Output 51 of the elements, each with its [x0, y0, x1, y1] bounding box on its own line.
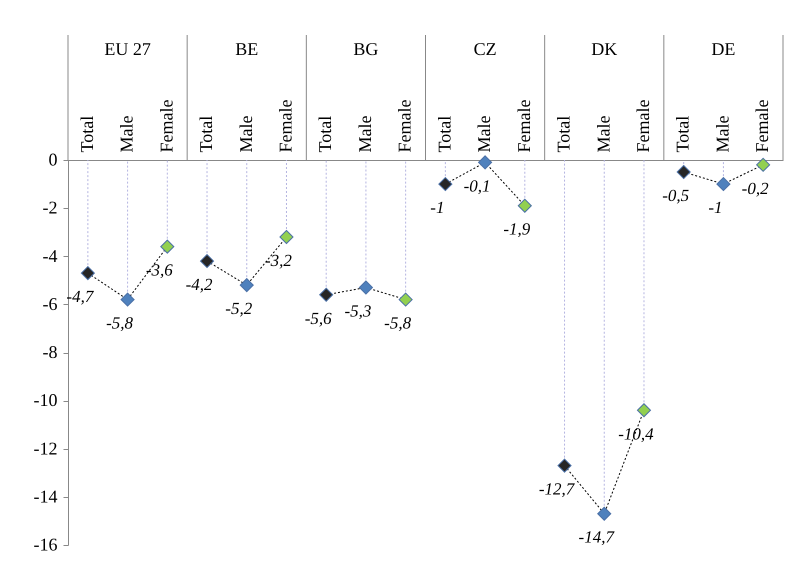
data-label: -14,7 — [578, 528, 616, 547]
x-tick-label: Female — [752, 100, 772, 152]
data-label: -4,2 — [186, 275, 213, 294]
y-tick-label: -14 — [34, 486, 58, 506]
x-tick-label: Female — [394, 100, 415, 152]
y-tick-label: 0 — [48, 150, 58, 170]
text: DK — [591, 39, 618, 59]
x-tick-label: Male — [474, 116, 494, 152]
x-tick-label: Male — [354, 116, 375, 152]
text: CZ — [474, 39, 497, 59]
x-tick-label: Total — [76, 116, 97, 152]
y-tick-label: -6 — [42, 294, 58, 314]
y-tick-label: -8 — [42, 342, 58, 362]
x-tick-label: Total — [434, 116, 454, 152]
text: BE — [235, 39, 258, 59]
data-label: -5,3 — [344, 302, 372, 321]
data-label: -5,6 — [304, 308, 332, 328]
x-tick-label: Female — [632, 100, 653, 152]
data-label: -4,7 — [66, 287, 95, 306]
data-label: -3,2 — [265, 251, 292, 270]
x-tick-label: Male — [593, 116, 614, 152]
text: EU 27 — [104, 39, 151, 59]
x-tick-label: Female — [514, 100, 534, 152]
data-label: -3,6 — [146, 260, 174, 280]
data-label: -0,1 — [464, 176, 491, 196]
x-tick-label: Male — [116, 116, 137, 152]
x-tick-label: Total — [196, 116, 216, 152]
x-tick-label: Male — [236, 116, 256, 152]
data-label: -5,8 — [106, 314, 134, 333]
x-tick-label: Male — [712, 116, 732, 152]
data-label: -5,8 — [384, 314, 412, 333]
data-label: -1,9 — [503, 220, 531, 239]
y-tick-label: -2 — [42, 198, 58, 218]
x-tick-label: Female — [156, 100, 176, 152]
x-tick-label: Female — [275, 100, 296, 152]
x-tick-label: Total — [554, 116, 574, 152]
data-label: -1 — [430, 198, 444, 218]
data-label: -12,7 — [538, 480, 576, 499]
y-tick-label: -4 — [42, 246, 58, 266]
text: DE — [711, 39, 736, 59]
y-tick-label: -16 — [34, 534, 58, 554]
y-tick-label: -12 — [34, 438, 58, 458]
data-label: -0,2 — [742, 178, 770, 198]
text: BG — [353, 39, 378, 59]
data-label: -0,5 — [662, 186, 690, 206]
data-label: -10,4 — [618, 424, 654, 444]
data-label: -5,2 — [225, 299, 253, 318]
data-label: -1 — [708, 198, 723, 218]
x-tick-label: Total — [672, 116, 693, 152]
x-tick-label: Total — [315, 116, 336, 152]
y-tick-label: -10 — [34, 390, 58, 410]
